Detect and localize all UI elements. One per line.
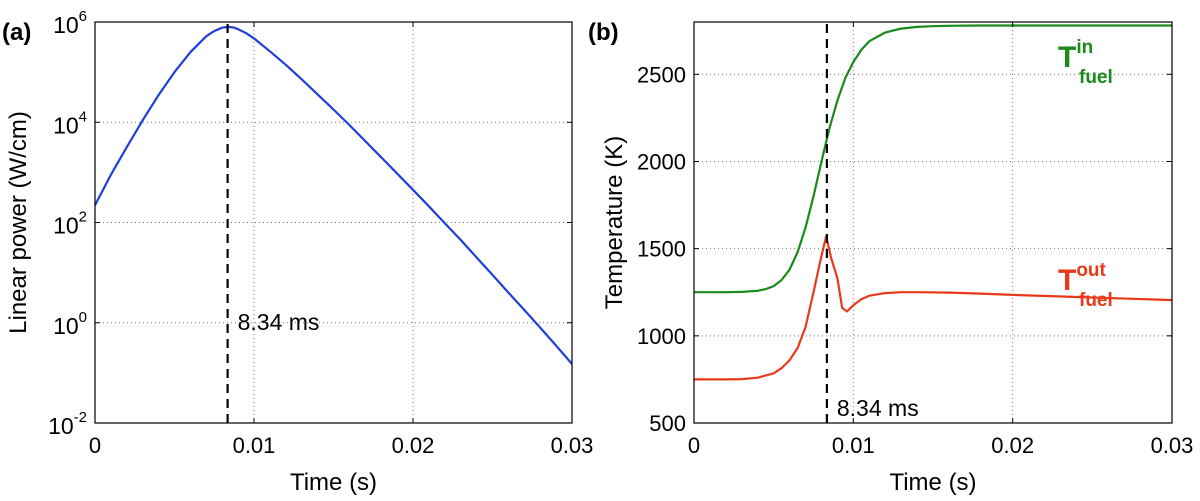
panel-b-x-axis-label: Time (s) (889, 469, 976, 496)
x-tick-label: 0.02 (392, 433, 435, 458)
x-tick-label: 0.01 (233, 433, 276, 458)
legend-t-out-main: T (1058, 264, 1076, 297)
panel-b-series-line-out (694, 235, 1173, 381)
panel-a-annotation: 8.34 ms (238, 309, 320, 335)
y-tick-label: 500 (649, 411, 686, 436)
y-tick-label: 106 (53, 8, 87, 38)
legend-label-t-fuel-out: Tout fuel (1058, 260, 1113, 311)
legend-t-in-sub: fuel (1079, 67, 1113, 88)
legend-t-in-sup: in (1076, 37, 1093, 58)
panel-b-annotation: 8.34 ms (837, 395, 919, 421)
y-tick-label: 2000 (637, 149, 686, 174)
panel-b-axes-frame (693, 21, 1173, 424)
y-tick-label: 1000 (637, 324, 686, 349)
panel-b-label: (b) (588, 19, 619, 46)
x-tick-label: 0 (89, 433, 101, 458)
x-tick-label: 0.03 (1151, 433, 1194, 458)
y-tick-label: 102 (53, 209, 87, 239)
panel-a-y-axis-label: Linear power (W/cm) (5, 111, 32, 334)
panel-a-ticks: 0 0.01 0.02 0.03 10-2 100 102 104 106 (48, 8, 593, 458)
y-tick-label: 100 (53, 309, 87, 339)
panel-b-series-line-in (694, 24, 1172, 294)
panel-a-label: (a) (2, 19, 31, 46)
panel-b-ticks: 0 0.01 0.02 0.03 500 1000 1500 2000 2500 (637, 22, 1193, 458)
legend-t-out-sub: fuel (1079, 290, 1113, 311)
panel-b-temperature-chart: 0 0.01 0.02 0.03 500 1000 1500 2000 2500 (b) Tim… (588, 19, 1193, 496)
y-tick-label: 10-2 (48, 409, 87, 439)
x-tick-label: 0.01 (832, 433, 875, 458)
legend-t-out-sup: out (1076, 260, 1106, 281)
legend-label-t-fuel-in: Tin fuel (1058, 37, 1113, 88)
panel-a-power-chart: 0 0.01 0.02 0.03 10-2 100 102 104 106 (a) Time (… (2, 8, 593, 496)
panel-a-series-line (94, 25, 573, 365)
y-tick-label: 104 (53, 108, 87, 138)
panel-b-grid (694, 22, 1172, 423)
x-tick-label: 0 (688, 433, 700, 458)
x-tick-label: 0.02 (991, 433, 1034, 458)
x-tick-label: 0.03 (551, 433, 594, 458)
y-tick-label: 1500 (637, 237, 686, 262)
legend-t-in-main: T (1058, 41, 1076, 74)
panel-a-x-axis-label: Time (s) (290, 469, 377, 496)
y-tick-label: 2500 (637, 62, 686, 87)
panel-a-grid (95, 22, 572, 423)
panel-b-y-axis-label: Temperature (K) (601, 136, 628, 309)
